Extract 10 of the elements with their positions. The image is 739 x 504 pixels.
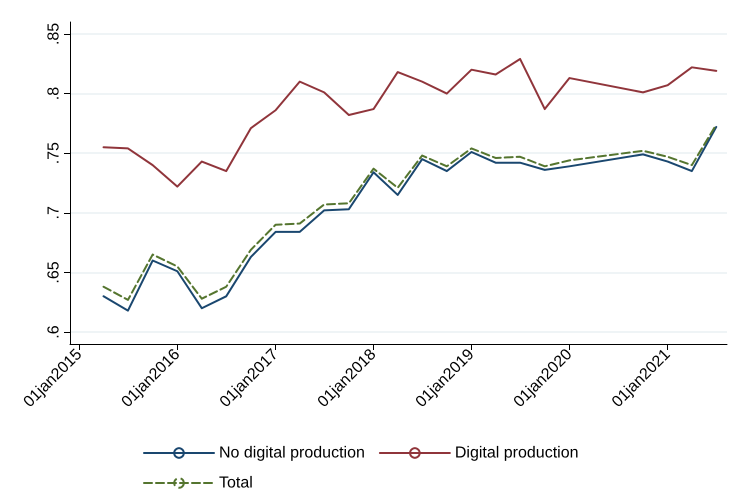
y-tick-label: .75 xyxy=(46,142,62,164)
y-tick-label: .6 xyxy=(46,325,62,339)
y-tick-label: .65 xyxy=(46,261,62,284)
line-series xyxy=(102,58,718,188)
y-tick-label: .85 xyxy=(46,22,62,46)
legend-label: No digital production xyxy=(219,444,365,462)
y-tick-label: .8 xyxy=(46,86,62,100)
legend-label: Digital production xyxy=(454,444,578,462)
y-tick-label: .7 xyxy=(46,206,62,220)
legend-label: Total xyxy=(219,474,253,492)
